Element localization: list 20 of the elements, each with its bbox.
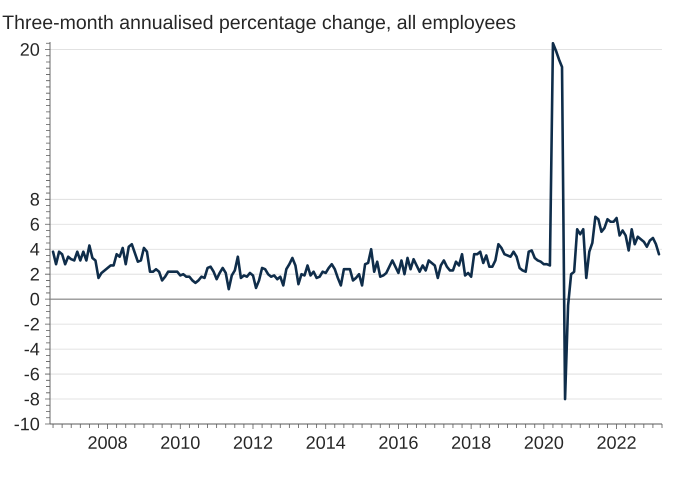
x-tick-label: 2008: [88, 436, 127, 449]
y-tick-label: -2: [24, 318, 39, 330]
y-tick-label: 0: [30, 292, 40, 306]
y-tick-label: -4: [24, 342, 40, 356]
y-tick-label: 6: [30, 218, 40, 231]
chart-subtitle: Three-month annualised percentage change, all employees: [2, 14, 516, 34]
y-tick-label: 2: [30, 268, 39, 280]
y-tick-label: 20: [20, 43, 40, 56]
x-tick-label: 2018: [452, 436, 490, 449]
y-tick-label: -8: [24, 392, 40, 406]
y-tick-label: -6: [24, 368, 40, 380]
x-tick-label: 2010: [161, 436, 200, 449]
x-tick-label: 2014: [306, 436, 346, 449]
x-tick-label: 2012: [234, 436, 272, 449]
y-tick-label: -10: [14, 418, 40, 430]
x-tick-label: 2020: [524, 436, 564, 449]
x-tick-label: 2016: [379, 436, 418, 449]
y-tick-label: 4: [30, 243, 40, 256]
x-tick-label: 2022: [597, 436, 636, 449]
y-tick-label: 8: [30, 192, 40, 206]
